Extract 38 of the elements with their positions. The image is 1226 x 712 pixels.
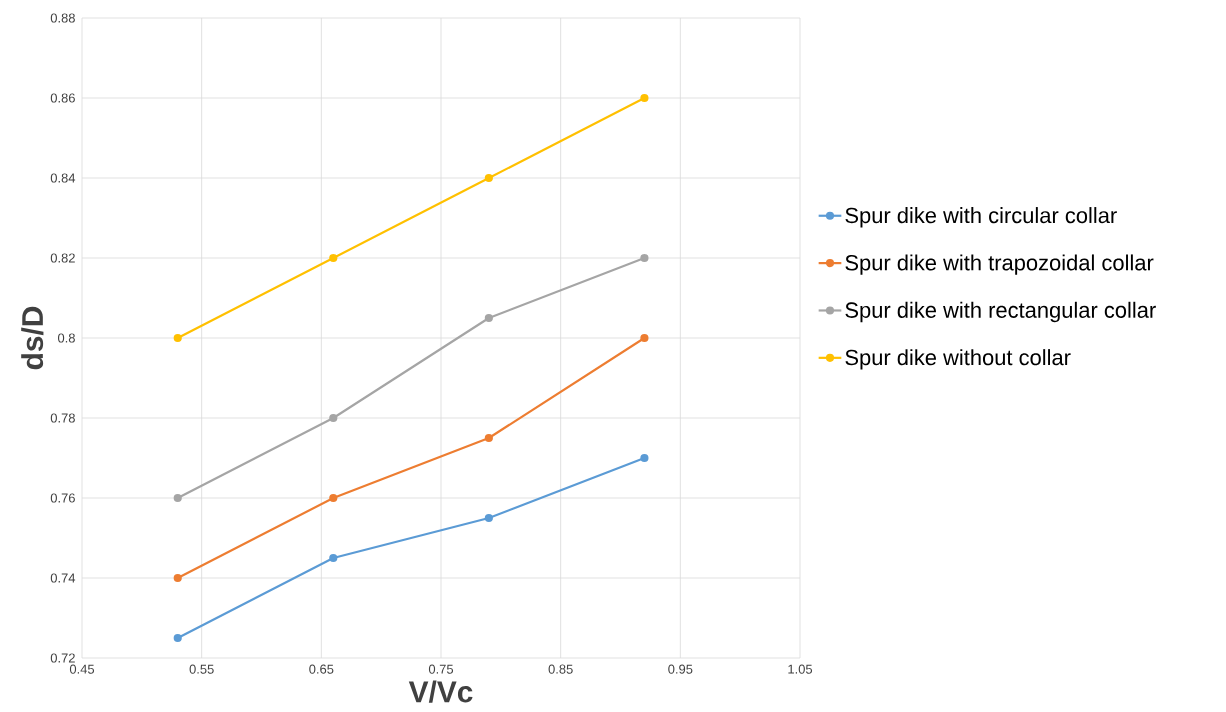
x-axis-title: V/Vc bbox=[408, 680, 473, 703]
legend-label: Spur dike with circular collar bbox=[845, 207, 1117, 228]
point bbox=[329, 253, 338, 263]
point bbox=[484, 173, 493, 183]
point bbox=[640, 453, 649, 463]
point bbox=[640, 93, 649, 103]
point bbox=[173, 333, 182, 343]
point bbox=[640, 333, 649, 343]
y-tick-label: 0.74 bbox=[50, 573, 76, 583]
x-tick-label: 0.75 bbox=[428, 664, 454, 674]
point bbox=[173, 633, 182, 643]
point bbox=[173, 493, 182, 503]
y-tick-label: 0.84 bbox=[50, 173, 76, 183]
x-tick-label: 0.95 bbox=[668, 664, 693, 674]
y-axis-title: ds/D bbox=[21, 306, 44, 370]
point bbox=[173, 573, 182, 583]
point bbox=[484, 313, 493, 323]
y-tick-label: 0.72 bbox=[50, 653, 75, 663]
y-tick-label: 0.88 bbox=[50, 13, 75, 23]
x-tick-label: 0.45 bbox=[69, 664, 95, 674]
x-tick-label: 0.85 bbox=[548, 664, 573, 674]
legend-label: Spur dike with trapozoidal collar bbox=[845, 254, 1154, 275]
point bbox=[329, 553, 338, 563]
y-tick-label: 0.86 bbox=[50, 93, 75, 103]
point bbox=[484, 433, 493, 443]
y-tick-label: 0.78 bbox=[50, 413, 75, 423]
point bbox=[484, 513, 493, 523]
point bbox=[640, 253, 649, 263]
y-tick-label: 0.82 bbox=[50, 253, 75, 263]
legend-label: Spur dike without collar bbox=[845, 349, 1071, 370]
x-tick-label: 0.55 bbox=[189, 664, 214, 674]
x-tick-label: 0.65 bbox=[309, 664, 334, 674]
y-tick-label: 0.8 bbox=[57, 333, 75, 343]
x-tick-label: 1.05 bbox=[788, 664, 813, 674]
point bbox=[329, 493, 338, 503]
point bbox=[329, 413, 338, 423]
legend-label: Spur dike with rectangular collar bbox=[845, 301, 1156, 323]
y-tick-label: 0.76 bbox=[50, 493, 75, 503]
